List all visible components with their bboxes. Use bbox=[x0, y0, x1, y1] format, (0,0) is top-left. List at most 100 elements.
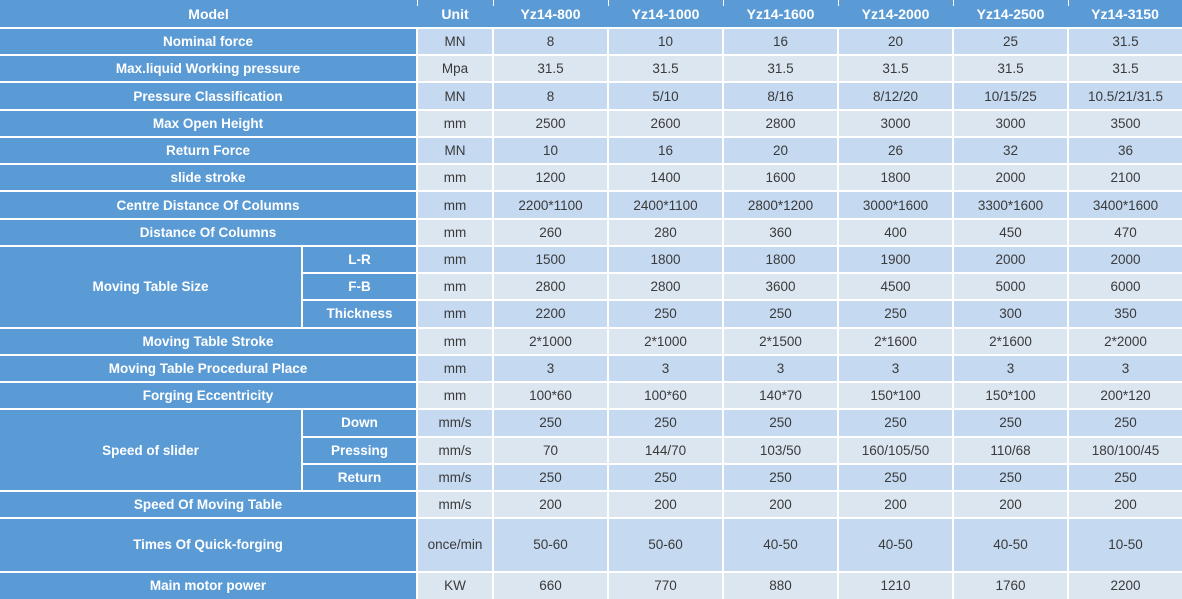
unit-cell: mm/s bbox=[416, 435, 495, 465]
value-cell: 50-60 bbox=[607, 517, 725, 573]
value-cell: 32 bbox=[952, 135, 1070, 166]
row-label: Speed Of Moving Table bbox=[0, 489, 419, 520]
value-cell: 5000 bbox=[952, 272, 1070, 302]
value-cell: 70 bbox=[492, 435, 610, 465]
spec-row: Speed Of Moving Table mm/s 200 200 200 2… bbox=[0, 489, 1182, 520]
sub-row-label: Thickness bbox=[302, 299, 419, 329]
sub-row-label: L-R bbox=[300, 244, 419, 275]
value-cell: 8/16 bbox=[722, 81, 840, 111]
value-cell: 300 bbox=[952, 299, 1070, 329]
spec-row: Max Open Height mm 2500 2600 2800 3000 3… bbox=[0, 108, 1182, 138]
value-cell: 10.5/21/31.5 bbox=[1067, 81, 1182, 111]
value-cell: 20 bbox=[722, 135, 840, 166]
row-label: Times Of Quick-forging bbox=[0, 517, 419, 573]
header-model-name: Yz14-2500 bbox=[953, 0, 1069, 29]
value-cell: 2400*1100 bbox=[607, 190, 725, 220]
spec-row: Thickness mm 2200 250 250 250 300 350 bbox=[0, 299, 1182, 329]
value-cell: 200 bbox=[952, 489, 1070, 520]
header-model-name: Yz14-1600 bbox=[723, 0, 839, 29]
header-row: Model Unit Yz14-800 Yz14-1000 Yz14-1600 … bbox=[0, 0, 1182, 29]
value-cell: 250 bbox=[837, 299, 955, 329]
spec-row: Return mm/s 250 250 250 250 250 250 bbox=[0, 462, 1182, 492]
unit-cell: MN bbox=[416, 26, 495, 57]
value-cell: 31.5 bbox=[492, 54, 610, 84]
value-cell: 4500 bbox=[837, 272, 955, 302]
value-cell: 3000*1600 bbox=[837, 190, 955, 220]
value-cell: 260 bbox=[492, 217, 610, 247]
spec-row: Main motor power KW 660 770 880 1210 176… bbox=[0, 570, 1182, 599]
value-cell: 1800 bbox=[722, 244, 840, 275]
unit-cell: mm bbox=[416, 272, 495, 302]
value-cell: 1800 bbox=[837, 163, 955, 193]
value-cell: 250 bbox=[722, 299, 840, 329]
header-model-label: Model bbox=[0, 0, 418, 29]
value-cell: 150*100 bbox=[837, 381, 955, 411]
value-cell: 160/105/50 bbox=[837, 435, 955, 465]
group-label: Moving Table Size bbox=[0, 244, 303, 329]
value-cell: 250 bbox=[952, 408, 1070, 438]
spec-row: Forging Eccentricity mm 100*60 100*60 14… bbox=[0, 381, 1182, 411]
unit-cell: mm/s bbox=[416, 489, 495, 520]
value-cell: 140*70 bbox=[722, 381, 840, 411]
value-cell: 2000 bbox=[952, 163, 1070, 193]
value-cell: 250 bbox=[1067, 408, 1182, 438]
value-cell: 31.5 bbox=[607, 54, 725, 84]
value-cell: 3 bbox=[492, 353, 610, 384]
value-cell: 2*1600 bbox=[952, 326, 1070, 356]
value-cell: 100*60 bbox=[607, 381, 725, 411]
value-cell: 2*1000 bbox=[492, 326, 610, 356]
value-cell: 31.5 bbox=[837, 54, 955, 84]
unit-cell: mm bbox=[416, 299, 495, 329]
value-cell: 3000 bbox=[952, 108, 1070, 138]
value-cell: 360 bbox=[722, 217, 840, 247]
value-cell: 31.5 bbox=[1067, 26, 1182, 57]
value-cell: 250 bbox=[492, 462, 610, 492]
row-label: Return Force bbox=[0, 135, 419, 166]
value-cell: 250 bbox=[837, 462, 955, 492]
value-cell: 40-50 bbox=[722, 517, 840, 573]
value-cell: 2200 bbox=[1067, 570, 1182, 599]
value-cell: 50-60 bbox=[492, 517, 610, 573]
spec-row: Pressure Classification MN 8 5/10 8/16 8… bbox=[0, 81, 1182, 111]
row-label: Forging Eccentricity bbox=[0, 381, 419, 411]
header-model-name: Yz14-2000 bbox=[838, 0, 954, 29]
sub-row-label: Return bbox=[302, 462, 419, 492]
value-cell: 770 bbox=[607, 570, 725, 599]
value-cell: 1900 bbox=[837, 244, 955, 275]
value-cell: 3 bbox=[722, 353, 840, 384]
unit-cell: mm bbox=[416, 217, 495, 247]
row-label: Nominal force bbox=[0, 26, 419, 57]
value-cell: 1200 bbox=[492, 163, 610, 193]
value-cell: 2800 bbox=[722, 108, 840, 138]
value-cell: 250 bbox=[492, 408, 610, 438]
value-cell: 350 bbox=[1067, 299, 1182, 329]
row-label: Centre Distance Of Columns bbox=[0, 190, 419, 220]
value-cell: 1760 bbox=[952, 570, 1070, 599]
value-cell: 16 bbox=[607, 135, 725, 166]
value-cell: 2100 bbox=[1067, 163, 1182, 193]
unit-cell: mm/s bbox=[416, 408, 495, 438]
value-cell: 10/15/25 bbox=[952, 81, 1070, 111]
row-label: Max Open Height bbox=[0, 108, 419, 138]
group-label: Speed of slider bbox=[0, 408, 303, 492]
spec-row: Distance Of Columns mm 260 280 360 400 4… bbox=[0, 217, 1182, 247]
value-cell: 1600 bbox=[722, 163, 840, 193]
value-cell: 31.5 bbox=[952, 54, 1070, 84]
value-cell: 200 bbox=[722, 489, 840, 520]
unit-cell: Mpa bbox=[416, 54, 495, 84]
value-cell: 3 bbox=[1067, 353, 1182, 384]
sub-row-label: Pressing bbox=[302, 435, 419, 465]
value-cell: 2*1600 bbox=[837, 326, 955, 356]
value-cell: 250 bbox=[837, 408, 955, 438]
value-cell: 2500 bbox=[492, 108, 610, 138]
spec-row: Max.liquid Working pressure Mpa 31.5 31.… bbox=[0, 54, 1182, 84]
value-cell: 6000 bbox=[1067, 272, 1182, 302]
value-cell: 1400 bbox=[607, 163, 725, 193]
value-cell: 103/50 bbox=[722, 435, 840, 465]
unit-cell: KW bbox=[416, 570, 495, 599]
value-cell: 1210 bbox=[837, 570, 955, 599]
unit-cell: once/min bbox=[416, 517, 495, 573]
value-cell: 40-50 bbox=[952, 517, 1070, 573]
spec-row: Centre Distance Of Columns mm 2200*1100 … bbox=[0, 190, 1182, 220]
value-cell: 200 bbox=[492, 489, 610, 520]
